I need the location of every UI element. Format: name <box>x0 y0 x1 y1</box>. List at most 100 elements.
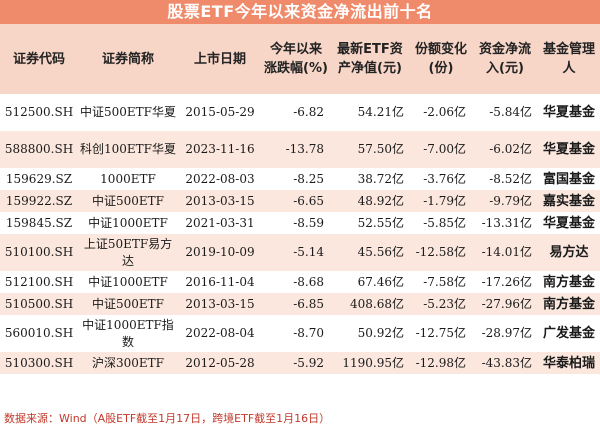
table-row: 510100.SH 上证50ETF易方达 2019-10-09 -5.14 45.56亿… <box>0 234 600 271</box>
etf-table: 证券代码 证券简称 上市日期 今年以来涨跌幅(%) 最新ETF资产净值(元) 份… <box>0 24 600 374</box>
table-row: 510300.SH 沪深300ETF 2012-05-28 -5.92 1190.95亿… <box>0 352 600 374</box>
cell-shares: -7.00亿 <box>410 131 472 168</box>
cell-inflow: -28.97亿 <box>472 315 538 352</box>
cell-change: -6.85 <box>262 293 330 315</box>
cell-date: 2013-03-15 <box>178 190 262 212</box>
cell-shares: -3.76亿 <box>410 168 472 190</box>
cell-nav: 45.56亿 <box>330 234 410 271</box>
table-row: 510500.SH 中证500ETF 2013-03-15 -6.85 408.68亿 -… <box>0 293 600 315</box>
cell-code: 510100.SH <box>0 234 78 271</box>
cell-inflow: -9.79亿 <box>472 190 538 212</box>
cell-name: 中证1000ETF <box>78 271 178 293</box>
cell-shares: -12.75亿 <box>410 315 472 352</box>
cell-change: -8.68 <box>262 271 330 293</box>
cell-code: 512500.SH <box>0 94 78 131</box>
header-nav: 最新ETF资产净值(元) <box>330 24 410 94</box>
cell-nav: 38.72亿 <box>330 168 410 190</box>
cell-change: -8.70 <box>262 315 330 352</box>
table-body: 512500.SH 中证500ETF华夏 2015-05-29 -6.82 54.21亿… <box>0 94 600 374</box>
cell-manager: 华夏基金 <box>538 212 600 234</box>
cell-code: 159629.SZ <box>0 168 78 190</box>
header-code: 证券代码 <box>0 24 78 94</box>
table-row: 512100.SH 中证1000ETF 2016-11-04 -8.68 67.46亿 -… <box>0 271 600 293</box>
cell-manager: 广发基金 <box>538 315 600 352</box>
cell-manager: 嘉实基金 <box>538 190 600 212</box>
cell-change: -5.92 <box>262 352 330 374</box>
cell-inflow: -43.83亿 <box>472 352 538 374</box>
header-shares: 份额变化(份) <box>410 24 472 94</box>
cell-nav: 57.50亿 <box>330 131 410 168</box>
cell-change: -8.25 <box>262 168 330 190</box>
cell-date: 2015-05-29 <box>178 94 262 131</box>
table-row: 560010.SH 中证1000ETF指数 2022-08-04 -8.70 50.92… <box>0 315 600 352</box>
data-source-note: 数据来源：Wind（A股ETF截至1月17日，跨境ETF截至1月16日） <box>4 412 331 425</box>
header-inflow: 资金净流入(元) <box>472 24 538 94</box>
header-name: 证券简称 <box>78 24 178 94</box>
cell-nav: 408.68亿 <box>330 293 410 315</box>
cell-nav: 67.46亿 <box>330 271 410 293</box>
cell-shares: -5.23亿 <box>410 293 472 315</box>
cell-inflow: -8.52亿 <box>472 168 538 190</box>
cell-nav: 52.55亿 <box>330 212 410 234</box>
cell-date: 2022-08-04 <box>178 315 262 352</box>
cell-shares: -1.79亿 <box>410 190 472 212</box>
cell-date: 2019-10-09 <box>178 234 262 271</box>
cell-code: 512100.SH <box>0 271 78 293</box>
cell-inflow: -6.02亿 <box>472 131 538 168</box>
table-row: 159845.SZ 中证1000ETF 2021-03-31 -8.59 52.55亿 -… <box>0 212 600 234</box>
cell-change: -13.78 <box>262 131 330 168</box>
cell-shares: -7.58亿 <box>410 271 472 293</box>
cell-date: 2013-03-15 <box>178 293 262 315</box>
header-change: 今年以来涨跌幅(%) <box>262 24 330 94</box>
table-row: 159629.SZ 1000ETF 2022-08-03 -8.25 38.72亿 -3.… <box>0 168 600 190</box>
cell-date: 2023-11-16 <box>178 131 262 168</box>
cell-code: 159922.SZ <box>0 190 78 212</box>
cell-date: 2016-11-04 <box>178 271 262 293</box>
cell-change: -6.82 <box>262 94 330 131</box>
cell-date: 2022-08-03 <box>178 168 262 190</box>
cell-code: 159845.SZ <box>0 212 78 234</box>
table-header: 证券代码 证券简称 上市日期 今年以来涨跌幅(%) 最新ETF资产净值(元) 份… <box>0 24 600 94</box>
cell-manager: 南方基金 <box>538 271 600 293</box>
cell-name: 科创100ETF华夏 <box>78 131 178 168</box>
header-manager: 基金管理人 <box>538 24 600 94</box>
cell-manager: 南方基金 <box>538 293 600 315</box>
header-date: 上市日期 <box>178 24 262 94</box>
cell-name: 中证1000ETF指数 <box>78 315 178 352</box>
cell-name: 沪深300ETF <box>78 352 178 374</box>
cell-inflow: -13.31亿 <box>472 212 538 234</box>
cell-nav: 1190.95亿 <box>330 352 410 374</box>
table-title: 股票ETF今年以来资金净流出前十名 <box>0 0 600 24</box>
table-row: 159922.SZ 中证500ETF 2013-03-15 -6.65 48.92亿 -1… <box>0 190 600 212</box>
cell-name: 上证50ETF易方达 <box>78 234 178 271</box>
cell-shares: -12.58亿 <box>410 234 472 271</box>
cell-inflow: -17.26亿 <box>472 271 538 293</box>
cell-date: 2012-05-28 <box>178 352 262 374</box>
cell-shares: -2.06亿 <box>410 94 472 131</box>
cell-name: 中证500ETF <box>78 293 178 315</box>
cell-date: 2021-03-31 <box>178 212 262 234</box>
cell-nav: 54.21亿 <box>330 94 410 131</box>
cell-manager: 易方达 <box>538 234 600 271</box>
cell-manager: 华泰柏瑞 <box>538 352 600 374</box>
cell-manager: 华夏基金 <box>538 131 600 168</box>
table-row: 512500.SH 中证500ETF华夏 2015-05-29 -6.82 54.21亿… <box>0 94 600 131</box>
cell-manager: 富国基金 <box>538 168 600 190</box>
cell-manager: 华夏基金 <box>538 94 600 131</box>
cell-inflow: -5.84亿 <box>472 94 538 131</box>
cell-name: 中证1000ETF <box>78 212 178 234</box>
cell-change: -5.14 <box>262 234 330 271</box>
cell-inflow: -14.01亿 <box>472 234 538 271</box>
cell-name: 1000ETF <box>78 168 178 190</box>
cell-nav: 48.92亿 <box>330 190 410 212</box>
cell-change: -8.59 <box>262 212 330 234</box>
cell-inflow: -27.96亿 <box>472 293 538 315</box>
cell-code: 510300.SH <box>0 352 78 374</box>
cell-nav: 50.92亿 <box>330 315 410 352</box>
cell-shares: -5.85亿 <box>410 212 472 234</box>
cell-name: 中证500ETF华夏 <box>78 94 178 131</box>
cell-code: 510500.SH <box>0 293 78 315</box>
cell-code: 588800.SH <box>0 131 78 168</box>
table-row: 588800.SH 科创100ETF华夏 2023-11-16 -13.78 57.50… <box>0 131 600 168</box>
